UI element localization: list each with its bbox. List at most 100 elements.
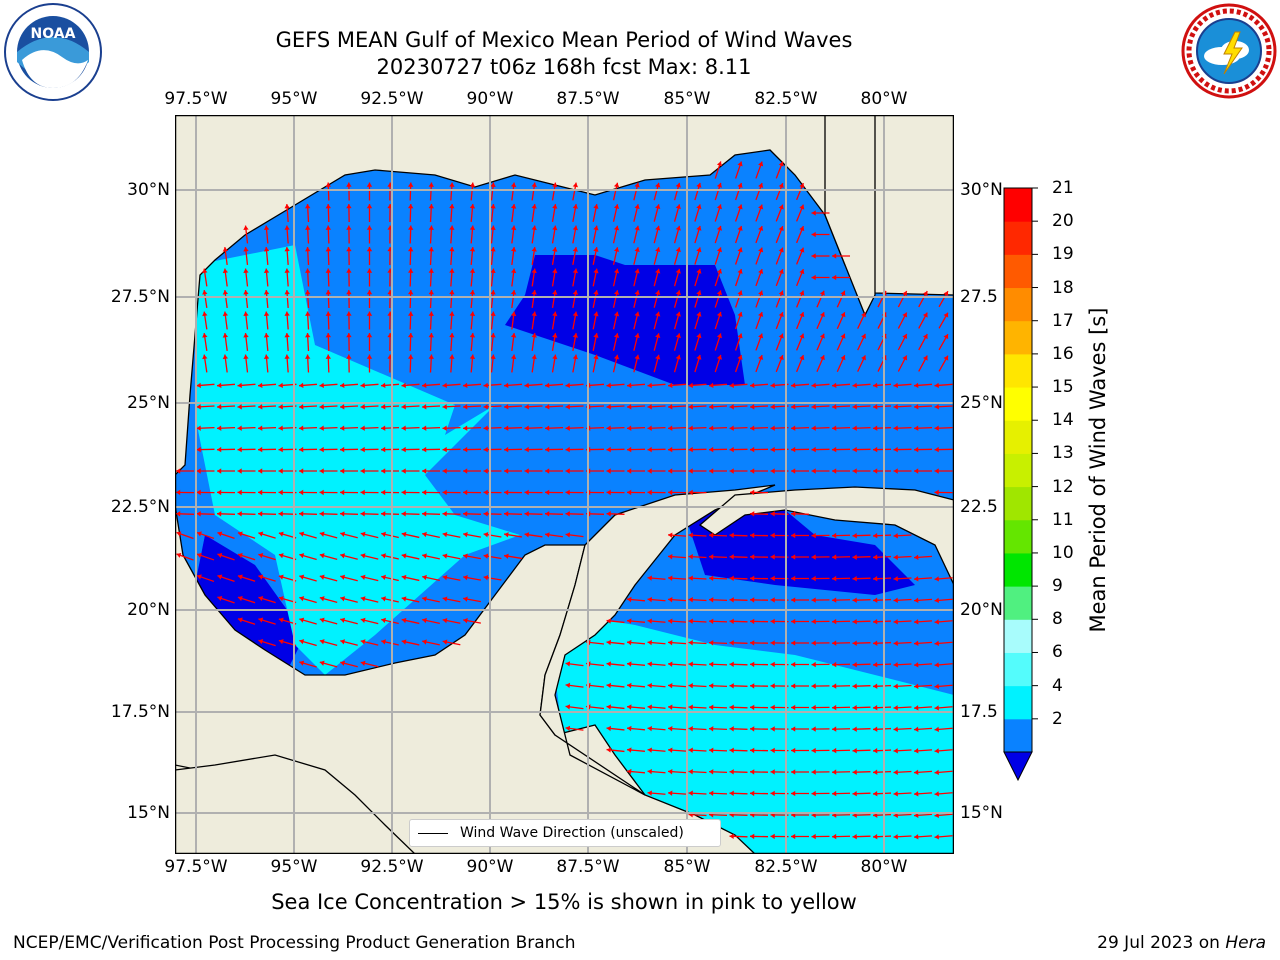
wave-arrowhead [873,533,878,539]
wave-arrowhead [893,425,898,431]
wave-arrowhead [688,554,693,560]
wave-arrowhead [729,554,734,560]
wave-arrowhead [613,290,620,295]
wave-arrowhead [360,511,365,517]
wave-arrowhead [284,354,290,359]
wave-arrowhead [819,290,825,296]
wave-arrowhead [325,333,332,338]
wave-arrowhead [222,247,229,252]
wave-arrowhead [770,618,775,625]
wave-arrowhead [893,554,898,560]
wave-arrowhead [278,425,283,431]
wave-arrowhead [196,489,201,496]
wave-arrowhead [737,182,743,188]
wave-arrowhead [565,468,570,474]
wave-arrowhead [873,705,878,711]
wave-arrowhead [524,489,529,496]
wave-arrowhead [325,247,332,252]
wave-arrowhead [401,446,406,453]
wave-arrowhead [873,619,878,625]
wave-arrowhead [196,531,202,537]
wave-arrowhead [319,511,324,517]
wave-arrowhead [832,382,837,389]
wave-arrowhead [237,404,242,410]
wave-arrowhead [832,833,837,840]
colorbar-segment [1004,619,1032,653]
wave-arrowhead [893,705,898,711]
wave-arrowhead [263,333,270,338]
colorbar-segment [1004,652,1032,687]
credit-left: NCEP/EMC/Verification Post Processing Pr… [13,933,576,953]
wave-arrowhead [381,531,386,538]
wave-arrowhead [778,290,784,296]
wave-arrowhead [504,489,509,496]
wave-arrowhead [647,768,652,775]
wave-arrowhead [572,182,579,188]
wave-arrowhead [791,382,796,389]
wave-arrowhead [360,404,365,410]
wave-arrowhead [709,661,714,667]
wave-arrowhead [442,574,448,581]
wave-arrowhead [606,489,611,496]
wave-arrowhead [217,595,223,602]
wave-arrowhead [832,769,837,775]
wave-arrowhead [319,660,325,666]
wave-arrowhead [647,575,652,581]
wave-arrowhead [366,247,373,252]
wave-arrowhead [873,834,878,840]
lon-tick-top: 85°W [663,89,711,109]
wave-arrowhead [893,597,898,603]
wave-arrowhead [934,404,939,410]
colorbar-segment [1004,486,1032,521]
wave-arrowhead [647,747,652,753]
wave-arrowhead [565,704,571,710]
wave-arrowhead [196,574,202,580]
wave-arrowhead [217,446,222,453]
wave-arrowhead [778,355,784,361]
wave-arrowhead [758,355,764,360]
wave-arrowhead [873,662,878,668]
wave-arrowhead [366,311,373,316]
wave-arrowhead [696,268,702,274]
wave-arrowhead [914,382,919,389]
wave-arrowhead [852,575,857,582]
wave-arrowhead [237,574,243,580]
wave-arrowhead [934,640,939,647]
wave-arrowhead [381,511,386,517]
wave-arrowhead [504,511,509,517]
wave-arrowhead [305,204,311,209]
wave-arrowhead [770,747,775,754]
wave-arrowhead [709,382,714,389]
wave-arrowhead [606,511,611,517]
lon-tick-top: 95°W [270,89,318,109]
wave-arrowhead [729,769,734,775]
wave-arrowhead [422,511,427,517]
wave-arrowhead [791,468,796,474]
wave-arrowhead [709,554,714,560]
wave-arrowhead [737,204,743,210]
wave-arrowhead [196,404,201,410]
wave-arrowhead [442,404,447,410]
gulf-map [175,115,954,854]
wave-arrowhead [545,446,550,453]
wave-arrowhead [770,640,775,646]
wave-arrowhead [647,790,652,796]
wave-arrowhead [770,404,775,410]
wave-arrowhead [709,704,714,710]
wave-arrowhead [914,791,919,797]
wave-arrowhead [565,404,570,410]
zone-0-2-caribbean [685,505,915,595]
wave-arrowhead [490,268,496,274]
wave-arrowhead [729,747,734,754]
wave-arrowhead [176,552,182,558]
wave-arrowhead [442,446,447,453]
wave-arrowhead [729,575,734,582]
wave-arrowhead [758,183,764,188]
wave-arrowhead [914,748,919,754]
wave-arrowhead [490,225,496,231]
wave-arrowhead [819,312,825,318]
wave-arrowhead [729,425,734,431]
wave-arrowhead [613,225,620,231]
wave-arrowhead [811,575,816,582]
wave-arrowhead [647,682,652,689]
